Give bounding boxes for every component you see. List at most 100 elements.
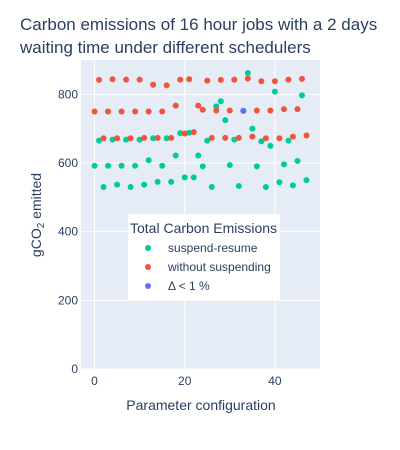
series-0 (91, 70, 310, 191)
data-point (204, 77, 211, 84)
data-point (195, 102, 202, 109)
data-point (222, 117, 229, 124)
y-axis-title-tail: emitted (28, 173, 44, 223)
data-point (244, 75, 251, 82)
data-point (289, 182, 296, 189)
data-point (199, 163, 206, 170)
legend: Total Carbon Emissions suspend-resume wit… (128, 214, 280, 300)
data-point (285, 137, 292, 144)
chart-title-line-1: Carbon emissions of 16 hour jobs with a … (20, 15, 377, 34)
data-point (105, 108, 112, 115)
x-axis-title: Parameter configuration (126, 397, 275, 413)
data-point (163, 82, 170, 89)
data-point (226, 107, 233, 114)
data-point (114, 135, 121, 142)
data-point (100, 184, 107, 191)
data-point (154, 134, 161, 141)
legend-title: Total Carbon Emissions (130, 220, 277, 236)
data-point (136, 76, 143, 83)
data-point (294, 157, 301, 164)
data-point (271, 88, 278, 95)
data-point (294, 106, 301, 113)
data-point (118, 162, 125, 169)
data-point (240, 107, 247, 114)
data-point (150, 81, 157, 88)
data-point (231, 136, 238, 143)
data-point (262, 184, 269, 191)
data-point (141, 181, 148, 188)
y-tick-label: 600 (58, 156, 78, 170)
data-point (154, 178, 161, 185)
data-point (285, 76, 292, 83)
data-points (91, 70, 310, 191)
legend-box (128, 214, 280, 300)
y-tick-label: 200 (58, 293, 78, 307)
data-point (132, 162, 139, 169)
data-point (195, 152, 202, 159)
data-point (181, 130, 188, 137)
data-point (145, 157, 152, 164)
x-tick-label: 20 (178, 374, 192, 388)
data-point (217, 98, 224, 105)
data-point (181, 174, 188, 181)
data-point (132, 108, 139, 115)
data-point (249, 133, 256, 140)
data-point (127, 135, 134, 142)
data-point (109, 76, 116, 83)
data-point (177, 130, 184, 137)
x-tick-label: 40 (268, 374, 282, 388)
data-point (271, 78, 278, 85)
data-point (186, 129, 193, 136)
legend-label-1: without suspending (167, 260, 271, 274)
data-point (177, 76, 184, 83)
data-point (258, 78, 265, 85)
legend-marker-0 (145, 245, 151, 251)
data-point (105, 162, 112, 169)
series-1 (91, 75, 310, 142)
data-point (258, 138, 265, 145)
data-point (280, 106, 287, 113)
data-point (172, 102, 179, 109)
tick-labels: 0 200 400 600 800 0 20 40 (58, 87, 282, 388)
data-point (100, 135, 107, 142)
data-point (267, 107, 274, 114)
data-point (226, 162, 233, 169)
data-point (186, 76, 193, 83)
data-point (141, 134, 148, 141)
data-point (217, 76, 224, 83)
legend-label-2: Δ < 1 % (168, 279, 210, 293)
data-point (244, 70, 251, 77)
data-point (199, 106, 206, 113)
data-point (289, 133, 296, 140)
data-point (136, 136, 143, 143)
data-point (298, 75, 305, 82)
data-point (298, 92, 305, 99)
data-point (213, 103, 220, 110)
series-2 (240, 107, 247, 114)
data-point (114, 181, 121, 188)
data-point (204, 137, 211, 144)
legend-marker-2 (145, 283, 151, 289)
y-axis-title-main: gCO (28, 228, 44, 257)
data-point (222, 134, 229, 141)
data-point (109, 136, 116, 143)
data-point (168, 134, 175, 141)
data-point (280, 161, 287, 168)
data-point (159, 108, 166, 115)
data-point (303, 177, 310, 184)
y-tick-label: 400 (58, 225, 78, 239)
data-point (276, 179, 283, 186)
legend-marker-1 (145, 264, 151, 270)
data-point (127, 184, 134, 191)
data-point (91, 162, 98, 169)
data-point (253, 163, 260, 170)
y-tick-label: 0 (71, 362, 78, 376)
x-tick-label: 0 (91, 374, 98, 388)
legend-items: suspend-resume without suspending Δ < 1 % (145, 241, 271, 293)
data-point (262, 135, 269, 142)
data-point (190, 129, 197, 136)
y-axis-title: gCO2 emitted (28, 173, 47, 257)
data-point (123, 136, 130, 143)
data-point (190, 174, 197, 181)
data-point (267, 142, 274, 149)
